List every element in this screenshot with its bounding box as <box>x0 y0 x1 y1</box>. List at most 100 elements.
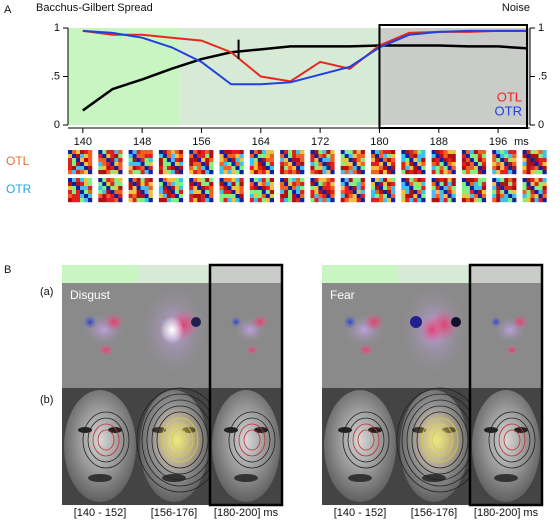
eye <box>368 427 382 433</box>
thumb-cell <box>447 198 452 203</box>
contour <box>92 423 120 457</box>
thumb-cell <box>375 198 380 203</box>
thumb-cell <box>360 162 365 167</box>
thumb-cell <box>76 154 81 159</box>
heat-blob <box>410 406 466 474</box>
thumb-cell <box>223 162 228 167</box>
thumb-cell <box>417 166 422 171</box>
thumb-cell <box>201 186 206 191</box>
contour <box>151 405 209 475</box>
thumb-cell <box>314 166 319 171</box>
thumb-cell <box>118 158 123 163</box>
contour <box>238 423 266 457</box>
thumb-cell <box>534 150 539 155</box>
y-tick-label: 1 <box>54 22 60 34</box>
thumb-cell <box>481 150 487 155</box>
thumb-cell <box>391 154 396 159</box>
thumb-cell <box>98 190 103 195</box>
thumb-cell <box>114 150 119 155</box>
thumb-cell <box>84 170 89 175</box>
thumb-cell <box>435 198 440 203</box>
thumb-cell <box>106 154 111 159</box>
thumb-cell <box>110 166 115 171</box>
thumb-cell <box>110 154 115 159</box>
thumb-cell <box>253 178 258 183</box>
thumb-cell <box>465 170 471 175</box>
thumb-cell <box>118 166 123 171</box>
thumb-cell <box>344 150 349 155</box>
contour <box>426 423 454 457</box>
thumb-cell <box>383 198 388 203</box>
thumb-cell <box>76 182 81 187</box>
thumb-cell <box>80 170 85 175</box>
thumb-cell <box>88 178 93 183</box>
thumb-cell <box>170 182 176 187</box>
heat-blob <box>420 316 444 344</box>
thumb-cell <box>88 198 93 203</box>
thumb-cell <box>231 166 236 171</box>
thumb-cell <box>235 190 240 195</box>
thumb-cell <box>280 154 285 159</box>
thumb-cell <box>481 182 487 187</box>
thumb-cell <box>473 150 479 155</box>
window-box <box>468 263 544 507</box>
thumb-cell <box>68 150 73 155</box>
thumb-cell <box>417 158 422 163</box>
thumb-cell <box>84 182 89 187</box>
thumb-cell <box>360 150 365 155</box>
thumb-cell <box>102 154 107 159</box>
row-label: OTR <box>6 182 32 196</box>
thumb-cell <box>219 194 224 199</box>
thumb-cell <box>84 154 89 159</box>
thumb-cell <box>522 158 527 163</box>
thumb-cell <box>326 190 331 195</box>
thumb-cell <box>340 162 345 167</box>
thumb-cell <box>189 194 194 199</box>
thumb-cell <box>223 158 228 163</box>
thumb-cell <box>477 198 483 203</box>
thumb-cell <box>174 158 180 163</box>
thumb-cell <box>201 190 206 195</box>
thumb-cell <box>447 182 452 187</box>
thumb-cell <box>314 178 319 183</box>
window-label: [156-176] <box>151 507 197 519</box>
thumb-cell <box>348 194 353 199</box>
thumb-cell <box>102 170 107 175</box>
thumb-cell <box>114 182 119 187</box>
thumb-cell <box>269 182 274 187</box>
thumb-cell <box>451 170 456 175</box>
thumb-cell <box>508 170 513 175</box>
thumb-cell <box>253 150 258 155</box>
thumb-cell <box>261 194 266 199</box>
thumb-cell <box>227 154 232 159</box>
thumb-cell <box>178 182 184 187</box>
thumb-cell <box>542 166 547 171</box>
thumb-cell <box>68 170 73 175</box>
thumb-cell <box>80 154 85 159</box>
thumb-cell <box>80 190 85 195</box>
thumb-cell <box>227 150 232 155</box>
thumb-cell <box>417 190 422 195</box>
thumb-cell <box>148 150 153 155</box>
thumb-cell <box>451 194 456 199</box>
thumb-cell <box>292 198 297 203</box>
thumb-cell <box>102 186 107 191</box>
thumb-cell <box>318 154 323 159</box>
thumb-cell <box>68 178 73 183</box>
thumb-cell <box>421 150 426 155</box>
window-label: [180-200] ms <box>214 507 279 519</box>
thumb-cell <box>284 154 289 159</box>
thumb-cell <box>205 178 210 183</box>
thumb-cell <box>118 178 123 183</box>
thumb-cell <box>375 186 380 191</box>
thumb-cell <box>371 170 376 175</box>
thumb-cell <box>288 158 293 163</box>
thumb-cell <box>526 178 531 183</box>
thumb-cell <box>469 166 475 171</box>
thumb-cell <box>178 190 184 195</box>
thumb-cell <box>261 170 266 175</box>
thumb-cell <box>174 198 180 203</box>
thumb-cell <box>178 194 184 199</box>
thumb-cell <box>401 154 406 159</box>
thumb-cell <box>538 182 543 187</box>
